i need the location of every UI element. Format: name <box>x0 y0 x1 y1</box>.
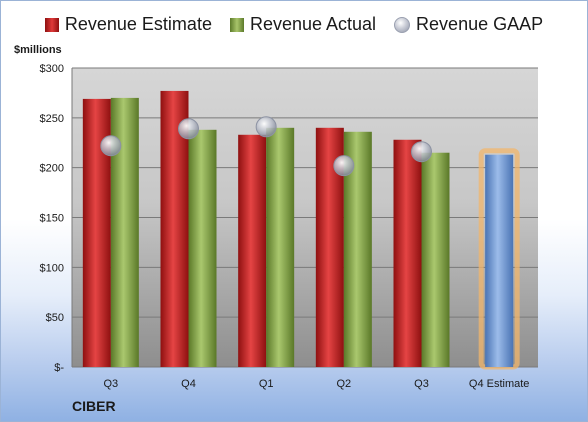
gaap-marker <box>255 116 277 138</box>
x-tick-label: Q3 <box>103 378 118 390</box>
bar-revenue-actual <box>421 152 450 367</box>
gaap-marker <box>411 141 432 163</box>
y-tick-label: $150 <box>40 213 64 225</box>
x-tick-label: Q3 <box>414 378 429 390</box>
y-tick-label: $50 <box>46 312 64 324</box>
y-axis-unit-label: $millions <box>14 44 62 56</box>
bar-revenue-actual <box>266 127 295 367</box>
y-tick-label: $100 <box>40 262 64 274</box>
legend-label-gaap: Revenue GAAP <box>416 14 544 34</box>
x-tick-label: Q4 Estimate <box>469 378 530 390</box>
bar-revenue-estimate <box>238 134 267 367</box>
gaap-marker <box>100 135 122 157</box>
gaap-marker <box>333 155 355 177</box>
gridlines <box>72 67 538 368</box>
x-tick-label: Q4 <box>181 378 196 390</box>
legend: Revenue Estimate Revenue Actual Revenue … <box>0 14 588 35</box>
legend-item-actual: Revenue Actual <box>229 14 377 35</box>
legend-swatch-actual <box>229 17 244 32</box>
legend-label-actual: Revenue Actual <box>249 14 377 34</box>
y-axis: $- $50 $100 $150 $200 $250 $300 <box>40 63 73 374</box>
gaap-markers <box>100 116 432 177</box>
legend-swatch-gaap <box>394 16 411 33</box>
y-tick-label: $250 <box>40 113 64 125</box>
legend-item-estimate: Revenue Estimate <box>44 14 212 35</box>
bar-revenue-actual <box>188 129 217 367</box>
bar-revenue-forecast <box>485 154 514 367</box>
x-axis: Q3 Q4 Q1 Q2 Q3 Q4 Estimate <box>103 378 529 390</box>
y-tick-label: $- <box>54 362 64 374</box>
y-tick-label: $300 <box>40 63 64 75</box>
legend-label-estimate: Revenue Estimate <box>64 14 212 34</box>
x-tick-label: Q2 <box>336 378 351 390</box>
bar-revenue-estimate <box>393 139 422 367</box>
company-label: CIBER <box>72 398 116 414</box>
legend-item-gaap: Revenue GAAP <box>394 14 543 35</box>
x-tick-label: Q1 <box>259 378 274 390</box>
y-tick-label: $200 <box>40 163 64 175</box>
legend-swatch-estimate <box>44 17 59 32</box>
gaap-marker <box>178 118 199 140</box>
